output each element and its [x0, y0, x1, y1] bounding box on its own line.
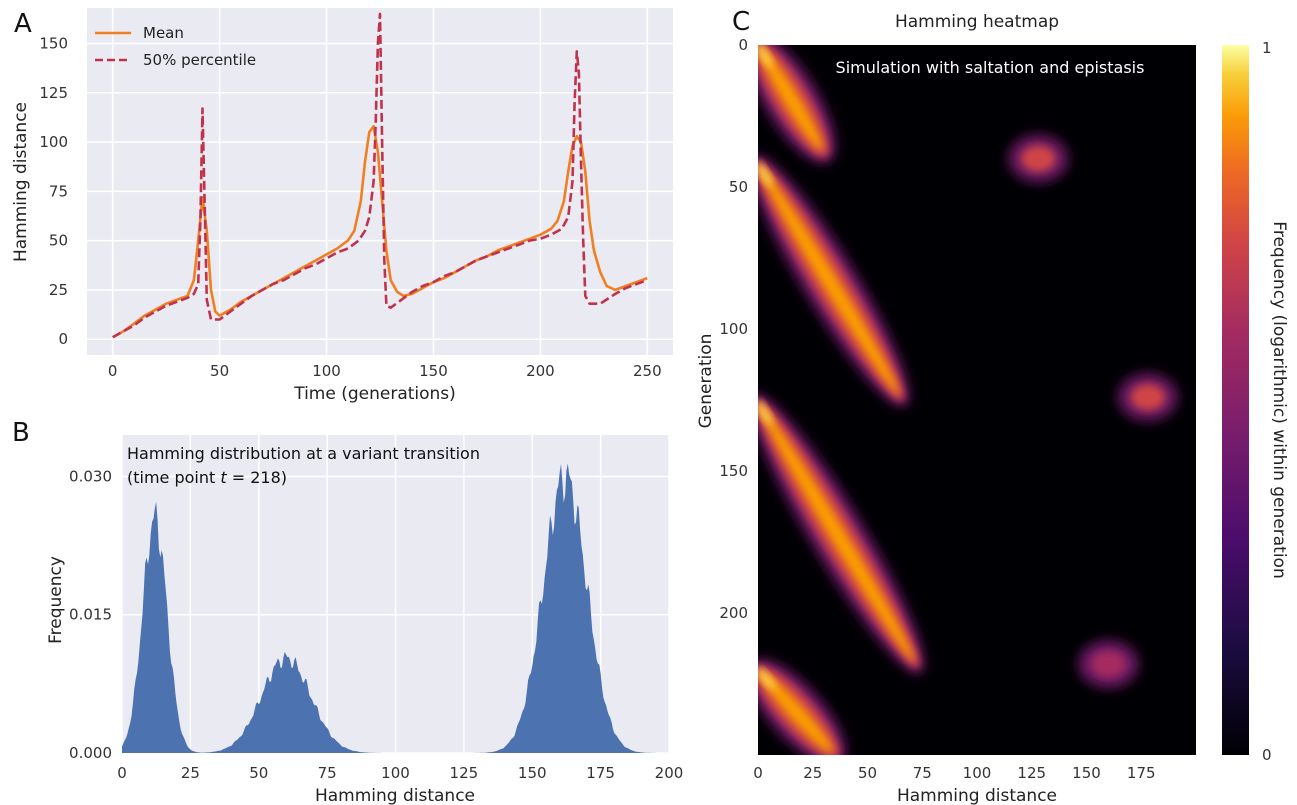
panel-c-ytick: 150	[719, 462, 748, 480]
panel-b-xtick: 175	[586, 764, 615, 782]
panel-a-xlabel: Time (generations)	[293, 384, 456, 404]
colorbar-tick-min: 0	[1262, 746, 1272, 764]
panel-a-ytick: 100	[39, 133, 68, 151]
band-tip	[758, 45, 773, 68]
panel-c-ytick: 200	[719, 604, 748, 622]
panel-letter-a: A	[14, 9, 32, 39]
heatmap-band-2	[758, 155, 909, 407]
panel-b-xtick: 25	[181, 764, 200, 782]
panel-a-legend: Mean 50% percentile	[95, 24, 256, 69]
colorbar-tick-max: 1	[1262, 39, 1272, 57]
colorbar-label: Frequency (logarithmic) within generatio…	[1269, 221, 1289, 578]
heatmap-features	[758, 45, 1178, 755]
panel-a-ytick: 150	[39, 34, 68, 52]
panel-a-ytick: 125	[39, 84, 68, 102]
panel-a-ylabel: Hamming distance	[11, 102, 31, 262]
panel-b-xtick: 0	[117, 764, 127, 782]
panel-c-xtick: 175	[1127, 764, 1156, 782]
panel-b-xtick: 75	[318, 764, 337, 782]
series-line-median	[112, 12, 648, 339]
panel-c-xtick: 75	[913, 764, 932, 782]
panel-b-xtick: 150	[518, 764, 547, 782]
panel-b-xtick: 50	[249, 764, 268, 782]
colorbar	[1222, 45, 1249, 755]
panel-a-xtick: 100	[312, 362, 341, 380]
band-core	[759, 48, 823, 150]
panel-b-xtick: 200	[655, 764, 684, 782]
panel-c-ylabel: Generation	[696, 334, 716, 429]
panel-a-xtick: 250	[633, 362, 662, 380]
panel-a-xtick: 0	[108, 362, 118, 380]
panel-c-xtick: 150	[1072, 764, 1101, 782]
panel-a-ytick: 50	[49, 232, 68, 250]
panel-b-annotation-line1: Hamming distribution at a variant transi…	[127, 444, 480, 463]
band-tip	[758, 667, 776, 690]
panel-c-ytick: 100	[719, 320, 748, 338]
band-core	[760, 672, 833, 753]
panel-a-series	[112, 12, 648, 339]
panel-c-xtick: 50	[858, 764, 877, 782]
heatmap-band-4	[758, 659, 846, 755]
panel-c-title: Hamming heatmap	[895, 12, 1059, 32]
panel-letter-b: B	[12, 418, 30, 448]
panel-a-xtick: 150	[419, 362, 448, 380]
panel-a-ytick: 25	[49, 281, 68, 299]
panel-c-xlabel: Hamming distance	[897, 786, 1057, 805]
panel-a-ticks: 0 50 100 150 200 250 0 25 50 75 100 125 150	[39, 34, 661, 380]
panel-b-xtick: 125	[450, 764, 479, 782]
panel-b-xtick: 100	[381, 764, 410, 782]
panel-c-heatmap: Hamming heatmap Simulation with saltatio…	[696, 12, 1289, 805]
heatmap-blob-1	[1008, 134, 1069, 183]
band-tip	[758, 162, 773, 187]
panel-b-ytick: 0.030	[69, 467, 112, 485]
panel-b-distribution-area	[122, 463, 669, 753]
panel-b-ticks: 0 25 50 75 100 125 150 175 200 0.000 0.015 0.030	[69, 467, 683, 782]
band-core	[759, 167, 899, 394]
panel-c-xtick: 0	[753, 764, 763, 782]
blob-core	[1130, 384, 1165, 411]
panel-b-ylabel: Frequency	[46, 556, 66, 644]
legend-label-median: 50% percentile	[143, 51, 256, 69]
panel-letter-c: C	[732, 7, 750, 37]
panel-c-ytick: 50	[729, 178, 748, 196]
panel-a-ytick: 0	[58, 330, 68, 348]
panel-b-annotation-line2: (time point t = 218)	[127, 468, 287, 487]
panel-c-xtick: 100	[963, 764, 992, 782]
panel-c-ytick: 0	[738, 36, 748, 54]
heatmap-blob-2	[1117, 373, 1178, 422]
band-core	[759, 406, 914, 661]
panel-c-xtick: 25	[803, 764, 822, 782]
panel-a-xtick: 50	[210, 362, 229, 380]
heatmap-band-3	[758, 393, 924, 674]
panel-c-ticks: 0 25 50 75 100 125 150 175 0 50 100 150 200	[719, 36, 1155, 782]
heatmap-blob-3	[1078, 640, 1139, 689]
heatmap-band-1	[758, 45, 835, 163]
blob-core	[1091, 651, 1126, 678]
panel-b-ytick: 0.015	[69, 606, 112, 624]
panel-a-xtick: 200	[526, 362, 555, 380]
blob-core	[1021, 145, 1056, 172]
panel-b-xlabel: Hamming distance	[315, 786, 475, 805]
panel-c-xtick: 125	[1017, 764, 1046, 782]
panel-a-ytick: 75	[49, 182, 68, 200]
panel-a-line-chart: 0 50 100 150 200 250 0 25 50 75 100 125 150 Time (ge…	[11, 8, 673, 404]
band-tip	[758, 400, 773, 426]
panel-b-area-chart: 0 25 50 75 100 125 150 175 200 0.000 0.015 0.030 Ha…	[46, 435, 683, 805]
legend-label-mean: Mean	[143, 24, 184, 42]
panel-b-ytick: 0.000	[69, 744, 112, 762]
panel-c-annotation: Simulation with saltation and epistasis	[836, 58, 1145, 77]
